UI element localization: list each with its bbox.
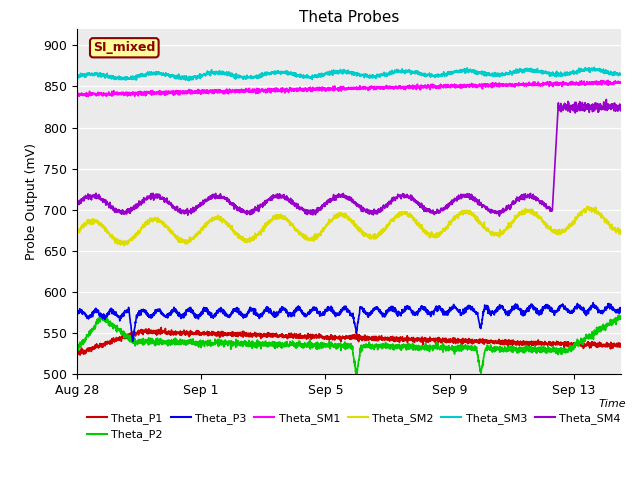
Theta_SM4 <box>556 106 564 111</box>
Legend: Theta_P1, Theta_P2, Theta_P3, Theta_SM1, Theta_SM2, Theta_SM3, Theta_SM4: Theta_P1, Theta_P2, Theta_P3, Theta_SM1,… <box>83 408 625 445</box>
Theta_SM4 <box>362 208 370 214</box>
Theta_SM3 <box>151 71 159 77</box>
Y-axis label: Probe Output (mV): Probe Output (mV) <box>24 143 38 260</box>
Theta_SM2 <box>73 232 81 238</box>
Theta_SM4 <box>457 193 465 199</box>
Theta_SM2 <box>151 216 159 222</box>
Theta_SM4 <box>617 103 625 109</box>
Theta_SM3 <box>73 73 81 79</box>
Theta_P3 <box>129 338 136 344</box>
Theta_P2 <box>98 311 106 317</box>
Theta_P1 <box>76 352 84 358</box>
Theta_P1 <box>617 344 625 349</box>
Theta_P2 <box>617 315 625 321</box>
Theta_P2 <box>353 374 360 380</box>
Theta_SM1 <box>457 82 465 87</box>
Theta_SM2 <box>457 209 465 215</box>
Line: Theta_SM1: Theta_SM1 <box>77 80 621 96</box>
Theta_SM3 <box>185 78 193 84</box>
Line: Theta_SM2: Theta_SM2 <box>77 206 621 246</box>
Theta_P3 <box>151 310 159 316</box>
Theta_SM4 <box>552 134 560 140</box>
Theta_P2 <box>556 348 564 354</box>
Theta_P3 <box>617 305 625 311</box>
Theta_SM2 <box>362 232 370 238</box>
Theta_P2 <box>553 345 561 351</box>
Theta_P3 <box>73 309 81 315</box>
Theta_P3 <box>362 311 370 317</box>
Theta_SM1 <box>604 77 612 83</box>
Theta_P1 <box>553 338 561 344</box>
Theta_SM2 <box>120 243 128 249</box>
Theta_P2 <box>73 345 81 351</box>
Line: Theta_P3: Theta_P3 <box>77 303 621 341</box>
Theta_SM1 <box>362 85 370 91</box>
Theta_P1 <box>556 340 564 346</box>
Theta_P2 <box>151 338 159 344</box>
Theta_SM2 <box>273 212 280 218</box>
Text: SI_mixed: SI_mixed <box>93 41 156 54</box>
Theta_SM3 <box>362 72 370 78</box>
Theta_SM2 <box>584 204 591 209</box>
Theta_P3 <box>457 311 465 316</box>
Theta_SM3 <box>457 70 465 75</box>
Theta_P1 <box>151 328 159 334</box>
Theta_P1 <box>73 351 81 357</box>
Theta_SM3 <box>556 72 564 77</box>
Title: Theta Probes: Theta Probes <box>299 10 399 25</box>
Line: Theta_P1: Theta_P1 <box>77 327 621 355</box>
Theta_P1 <box>458 337 465 343</box>
Theta_P1 <box>157 324 165 330</box>
Theta_SM3 <box>617 72 625 77</box>
Theta_SM4 <box>495 213 503 219</box>
Line: Theta_SM4: Theta_SM4 <box>77 99 621 216</box>
Theta_SM1 <box>73 91 81 97</box>
Theta_SM2 <box>552 230 560 236</box>
Theta_SM3 <box>273 71 280 76</box>
Theta_P2 <box>458 347 465 353</box>
Theta_SM4 <box>273 192 280 198</box>
Theta_SM1 <box>556 82 564 87</box>
Text: Time: Time <box>598 398 626 408</box>
Theta_P3 <box>556 306 564 312</box>
Line: Theta_SM3: Theta_SM3 <box>77 67 621 81</box>
Theta_SM1 <box>273 87 280 93</box>
Theta_P2 <box>363 341 371 347</box>
Theta_P2 <box>273 342 280 348</box>
Theta_SM4 <box>73 200 81 205</box>
Theta_SM1 <box>84 93 92 99</box>
Theta_SM1 <box>552 81 560 86</box>
Theta_P3 <box>273 312 280 318</box>
Theta_P1 <box>273 333 281 338</box>
Theta_SM1 <box>151 90 159 96</box>
Theta_P3 <box>589 300 597 306</box>
Theta_P1 <box>363 336 371 341</box>
Theta_SM1 <box>617 79 625 85</box>
Theta_SM2 <box>617 229 625 235</box>
Theta_SM2 <box>556 229 564 235</box>
Line: Theta_P2: Theta_P2 <box>77 314 621 377</box>
Theta_SM4 <box>151 195 159 201</box>
Theta_SM3 <box>552 74 560 80</box>
Theta_P3 <box>552 309 560 315</box>
Theta_SM3 <box>590 64 598 70</box>
Theta_SM4 <box>602 96 610 102</box>
